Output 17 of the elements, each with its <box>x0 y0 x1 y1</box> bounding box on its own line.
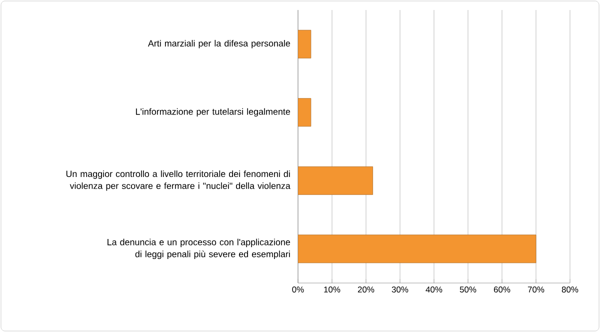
x-tick-label: 50% <box>460 286 476 293</box>
x-tick-label: 40% <box>426 286 442 293</box>
y-tick-label: La denuncia e un processo con l'applicazione di leggi penali più severe ed esemplari <box>108 238 290 260</box>
x-tick-label: 0% <box>292 286 304 293</box>
x-tick-label: 80% <box>562 286 578 293</box>
y-tick-label: Arti marziali per la difesa personale <box>148 40 290 48</box>
y-tick-label: Un maggior controllo a livello territoriale dei fenomeni di violenza per scovare e fermare i "nuclei" della violenza <box>66 170 290 191</box>
x-tick-label: 70% <box>528 286 544 293</box>
bar <box>298 166 373 195</box>
y-tick-label: L'informazione per tutelarsi legalmente <box>136 108 290 117</box>
x-tick-label: 60% <box>494 286 510 293</box>
bar <box>298 98 311 126</box>
bar <box>298 30 311 58</box>
bar <box>298 234 536 264</box>
x-tick-label: 20% <box>358 286 374 293</box>
x-tick-label: 30% <box>392 286 408 293</box>
x-tick-label: 10% <box>324 286 340 293</box>
